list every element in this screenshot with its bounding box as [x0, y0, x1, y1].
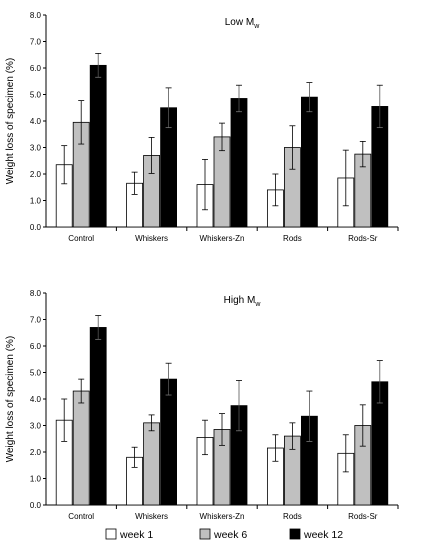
y-tick-label: 1.0: [30, 475, 42, 484]
y-tick-label: 2.0: [30, 170, 42, 179]
x-tick-label: Rods: [283, 234, 302, 243]
y-tick-label: 1.0: [30, 197, 42, 206]
legend-swatch: [199, 528, 211, 540]
y-tick-label: 5.0: [30, 369, 42, 378]
x-tick-label: Whiskers-Zn: [200, 512, 245, 521]
legend-label: week 12: [303, 529, 343, 541]
x-tick-label: Rods: [283, 512, 302, 521]
y-tick-label: 8.0: [30, 11, 42, 20]
y-tick-label: 4.0: [30, 395, 42, 404]
y-tick-label: 2.0: [30, 448, 42, 457]
x-tick-label: Control: [68, 512, 94, 521]
x-tick-label: Control: [68, 234, 94, 243]
bar-week-12: [89, 327, 107, 506]
x-tick-label: Whiskers: [135, 234, 168, 243]
chart-high-mw: 0.0 1.0 2.0 3.0 4.0 5.0 6.0 7.0 8.0 Weight loss o…: [5, 289, 399, 521]
y-tick-label: 8.0: [30, 289, 42, 298]
y-tick-label: 0.0: [30, 501, 42, 510]
legend-label: week 1: [119, 529, 153, 541]
chart-low-mw: 0.0 1.0 2.0 3.0 4.0 5.0 6.0 7.0 8.0 Weight loss o…: [5, 11, 399, 243]
bar-week-12: [300, 96, 318, 228]
x-tick-label: Rods-Sr: [348, 234, 378, 243]
y-axis-label: Weight loss of specimen (%): [5, 336, 16, 463]
legend: week 1 week 6 week 12: [105, 528, 343, 541]
y-tick-label: 3.0: [30, 422, 42, 431]
x-tick-label: Rods-Sr: [348, 512, 378, 521]
chart-title: Low Mw: [225, 17, 260, 30]
bar-week-12: [89, 64, 107, 228]
legend-label: week 6: [213, 529, 247, 541]
bar-week-6: [72, 390, 90, 506]
y-tick-label: 4.0: [30, 117, 42, 126]
x-tick-label: Whiskers-Zn: [200, 234, 245, 243]
x-tick-label: Whiskers: [135, 512, 168, 521]
y-tick-label: 3.0: [30, 144, 42, 153]
bar-week-12: [160, 378, 178, 506]
chart-title: High Mw: [224, 295, 262, 308]
y-tick-label: 6.0: [30, 64, 42, 73]
bar-week-6: [143, 422, 161, 506]
bar-week-12: [230, 98, 248, 228]
y-tick-label: 0.0: [30, 223, 42, 232]
legend-swatch: [289, 528, 301, 540]
y-tick-label: 7.0: [30, 38, 42, 47]
y-tick-label: 7.0: [30, 316, 42, 325]
legend-swatch: [105, 528, 117, 540]
y-axis-label: Weight loss of specimen (%): [5, 58, 16, 185]
y-tick-label: 6.0: [30, 342, 42, 351]
y-tick-label: 5.0: [30, 91, 42, 100]
